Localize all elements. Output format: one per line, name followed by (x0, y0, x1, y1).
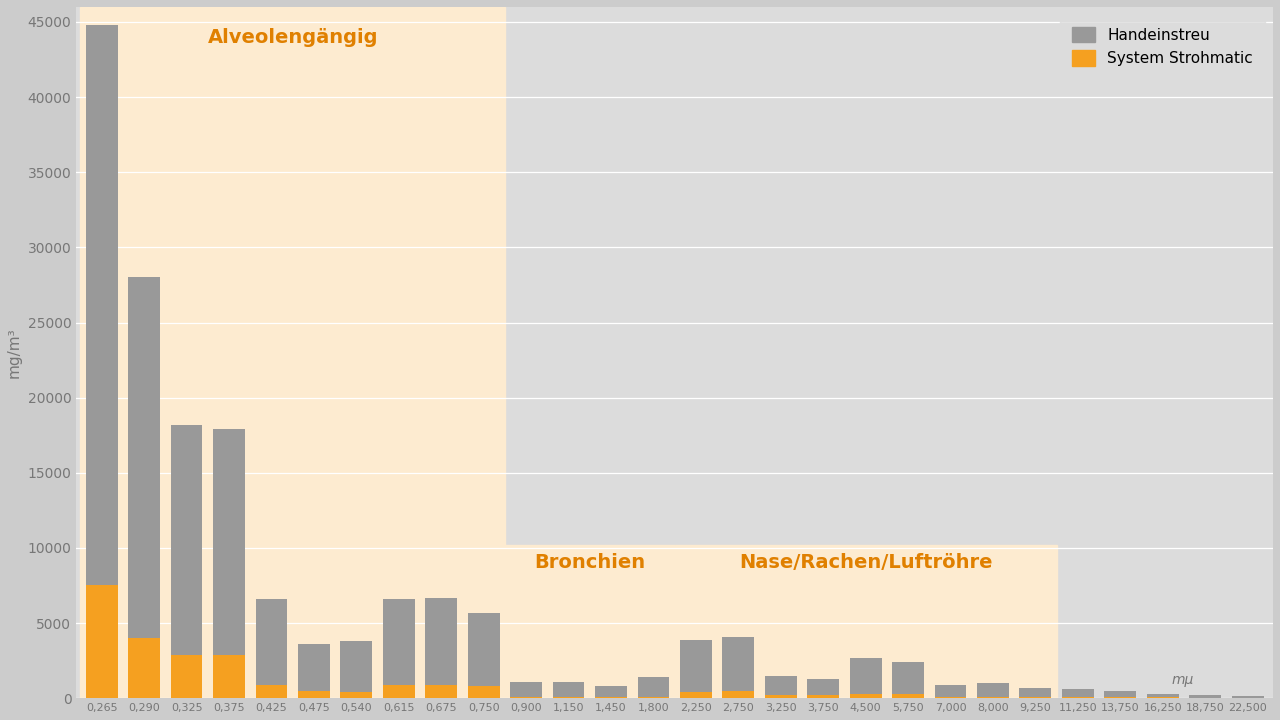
Bar (553, 682, 585, 698)
Bar (637, 697, 669, 698)
Bar (1062, 689, 1093, 698)
Bar (808, 679, 840, 698)
Bar (1105, 690, 1137, 698)
Text: Nase/Rachen/Luftröhre: Nase/Rachen/Luftröhre (739, 552, 992, 572)
Y-axis label: mg/m³: mg/m³ (6, 328, 22, 378)
Text: mμ: mμ (1171, 673, 1193, 688)
Bar (256, 685, 288, 698)
Bar (511, 697, 541, 698)
Bar (128, 638, 160, 698)
Bar (170, 425, 202, 698)
Bar (511, 682, 541, 698)
Bar (934, 685, 966, 698)
Bar (170, 654, 202, 698)
Bar (1231, 696, 1263, 698)
Bar (256, 599, 288, 698)
Bar (637, 677, 669, 698)
Bar (298, 690, 330, 698)
Bar (340, 692, 372, 698)
Bar (977, 683, 1009, 698)
Bar (212, 654, 244, 698)
Bar (765, 696, 796, 698)
Bar (765, 675, 796, 698)
Bar (86, 585, 118, 698)
Bar (425, 685, 457, 698)
Bar (595, 697, 627, 698)
Bar (850, 657, 882, 698)
Bar (383, 685, 415, 698)
Bar (467, 613, 499, 698)
Bar (977, 697, 1009, 698)
Bar (892, 662, 924, 698)
Bar (1019, 688, 1051, 698)
Bar (298, 644, 330, 698)
Bar (934, 697, 966, 698)
Bar (128, 277, 160, 698)
Bar (1019, 697, 1051, 698)
Bar (340, 641, 372, 698)
Bar (86, 25, 118, 698)
Bar (680, 692, 712, 698)
Text: Alveolengängig: Alveolengängig (207, 27, 378, 47)
Bar (1062, 697, 1093, 698)
Bar (383, 599, 415, 698)
Bar (553, 697, 585, 698)
Bar (808, 696, 840, 698)
Bar (675, 545, 1056, 698)
Bar (1147, 693, 1179, 698)
Bar (425, 598, 457, 698)
Bar (722, 690, 754, 698)
Bar (504, 545, 675, 698)
Bar (1189, 696, 1221, 698)
Bar (1105, 697, 1137, 698)
Legend: Handeinstreu, System Strohmatic: Handeinstreu, System Strohmatic (1060, 14, 1266, 78)
Bar (722, 636, 754, 698)
Bar (850, 693, 882, 698)
Bar (892, 693, 924, 698)
Text: Bronchien: Bronchien (534, 552, 645, 572)
Bar (595, 686, 627, 698)
Bar (680, 639, 712, 698)
Bar (467, 686, 499, 698)
Bar (81, 7, 504, 698)
Bar (212, 429, 244, 698)
